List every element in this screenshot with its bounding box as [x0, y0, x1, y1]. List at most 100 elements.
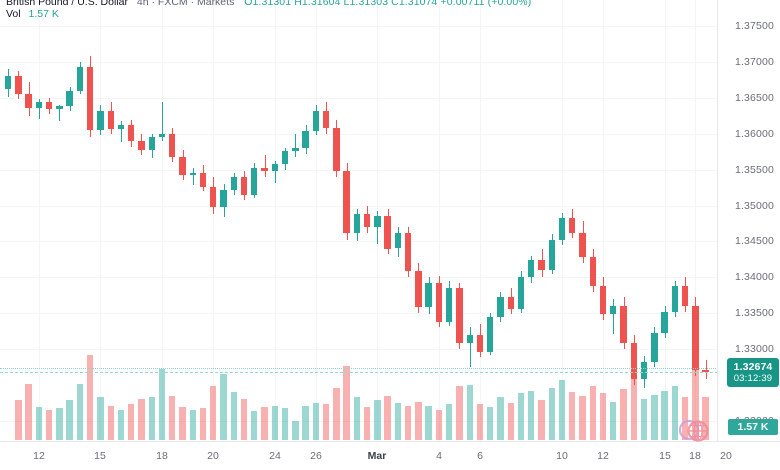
- grid-line-vertical: [213, 0, 214, 442]
- grid-line-vertical: [439, 0, 440, 442]
- candle-body: [610, 305, 617, 315]
- candle-body: [302, 130, 309, 149]
- candle-body: [56, 105, 63, 110]
- volume-bar: [322, 404, 330, 440]
- time-axis-label: 12: [33, 450, 45, 462]
- candle-body: [210, 186, 217, 207]
- volume-bar: [394, 402, 402, 440]
- candle-body: [271, 163, 278, 172]
- candle-body: [558, 218, 566, 240]
- volume-bar: [251, 411, 258, 440]
- candle-body: [353, 214, 361, 233]
- volume-badge[interactable]: 1.57 K: [728, 419, 778, 435]
- volume-bar: [661, 390, 668, 440]
- candle-body: [630, 343, 637, 379]
- time-axis-label: 20: [207, 450, 219, 462]
- volume-bar: [210, 386, 217, 440]
- volume-bar: [579, 396, 586, 440]
- volume-bar: [374, 400, 381, 440]
- candle-body: [261, 168, 268, 172]
- volume-bar: [271, 405, 278, 440]
- volume-bar: [353, 397, 361, 440]
- candle-body: [76, 67, 84, 91]
- candle-body: [702, 370, 709, 373]
- candle-wick: [121, 120, 122, 143]
- candle-body: [87, 67, 94, 131]
- grid-line-vertical: [480, 0, 481, 442]
- volume-bar: [66, 400, 73, 440]
- candle-body: [189, 172, 196, 176]
- candle-body: [538, 259, 545, 270]
- candle-body: [158, 133, 166, 137]
- grid-line-horizontal: [0, 98, 718, 99]
- last-price-badge[interactable]: 1.32674 03:12:39: [728, 359, 778, 387]
- time-axis-label: 18: [689, 450, 701, 462]
- grid-line-vertical: [100, 0, 101, 442]
- candle-wick: [193, 168, 194, 186]
- time-axis-label: 15: [659, 450, 671, 462]
- volume-bar: [415, 401, 422, 440]
- price-axis-label: 1.35000: [734, 199, 774, 212]
- volume-bar: [599, 393, 607, 440]
- grid-line-horizontal: [0, 133, 718, 135]
- candle-body: [45, 101, 53, 110]
- candle-body: [169, 133, 176, 157]
- volume-bar: [692, 360, 699, 440]
- volume-bar: [476, 404, 484, 440]
- volume-bar: [76, 383, 84, 440]
- candle-body: [374, 216, 381, 227]
- candle-body: [138, 141, 145, 150]
- time-axis-label: 12: [597, 450, 609, 462]
- candle-body: [404, 232, 412, 272]
- volume-bar: [302, 405, 309, 440]
- candle-body: [640, 361, 648, 379]
- candle-body: [394, 232, 402, 249]
- price-axis-label: 1.33000: [734, 342, 774, 355]
- time-axis-label: 26: [310, 450, 322, 462]
- candle-body: [312, 110, 320, 131]
- candle-body: [240, 176, 248, 195]
- bar-countdown: 03:12:39: [733, 373, 773, 385]
- candle-body: [446, 287, 453, 322]
- grid-line-vertical: [695, 0, 696, 442]
- volume-bar: [25, 383, 32, 440]
- volume-bar: [199, 408, 207, 440]
- candle-body: [692, 305, 699, 371]
- volume-bar: [179, 407, 186, 440]
- volume-bar: [35, 407, 43, 440]
- time-axis-label: 4: [436, 450, 442, 462]
- volume-bar: [138, 398, 145, 440]
- price-axis-label: 1.34000: [734, 271, 774, 284]
- candle-wick: [613, 298, 614, 335]
- volume-bar: [363, 407, 371, 440]
- candle-body: [66, 90, 73, 106]
- time-axis[interactable]: 12 15 18 20 24 26 Mar 4 6 10 12 15 18 20: [0, 441, 780, 470]
- candle-body: [220, 189, 227, 207]
- volume-bar: [487, 407, 494, 440]
- price-axis[interactable]: 1.37500 1.37000 1.36500 1.36000 1.35500 1.350…: [717, 0, 780, 442]
- volume-bar: [589, 386, 596, 440]
- volume-bar: [189, 409, 196, 440]
- candle-body: [363, 214, 371, 227]
- candle-body: [4, 75, 12, 89]
- volume-bar: [261, 407, 268, 440]
- candle-body: [333, 128, 340, 172]
- candle-body: [148, 136, 155, 150]
- volume-bar: [45, 409, 53, 440]
- candle-body: [251, 168, 258, 195]
- candle-wick: [265, 155, 266, 177]
- grid-line-horizontal: [0, 313, 718, 314]
- volume-bar: [230, 391, 237, 440]
- candle-body: [599, 285, 607, 315]
- price-axis-label: 1.37000: [734, 56, 774, 69]
- candle-body: [681, 285, 689, 306]
- volume-bar: [312, 402, 320, 440]
- volume-bar: [333, 387, 340, 440]
- volume-bar: [220, 374, 227, 440]
- volume-bar: [610, 401, 617, 440]
- grid-line-vertical: [603, 0, 604, 442]
- grid-line-vertical: [275, 0, 276, 442]
- price-chart-pane[interactable]: [0, 0, 718, 442]
- candle-body: [179, 156, 186, 176]
